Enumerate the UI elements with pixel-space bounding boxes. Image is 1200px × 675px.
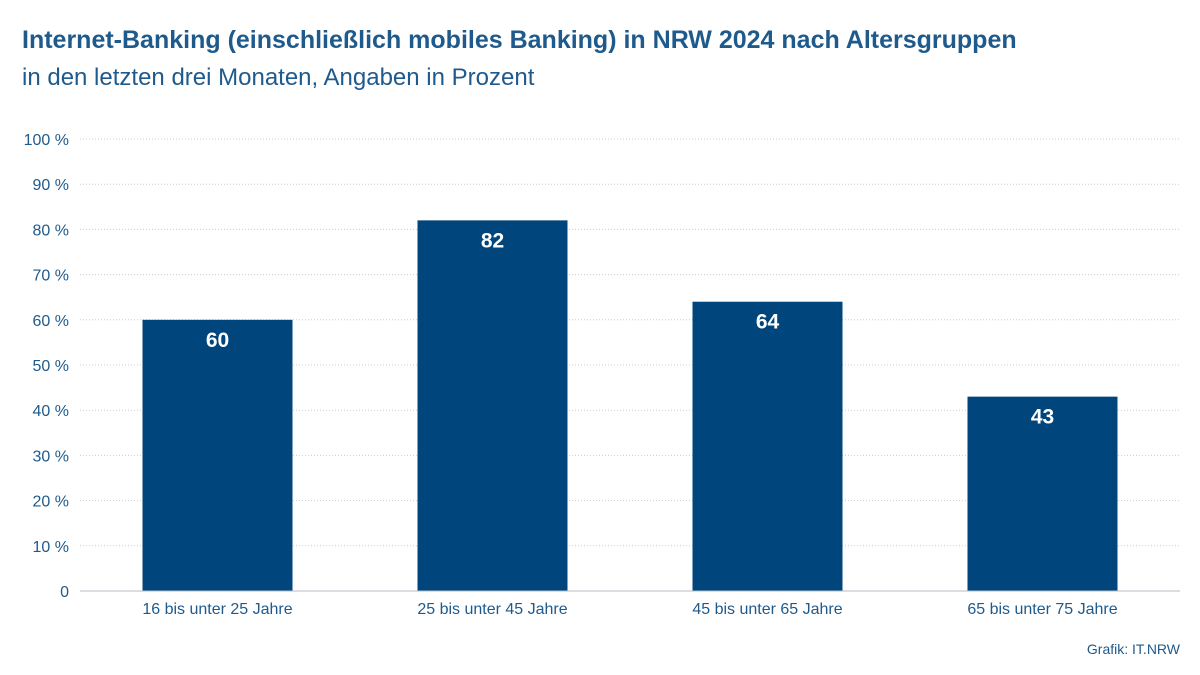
bar	[692, 301, 843, 591]
bar-value-label: 43	[1031, 406, 1054, 429]
bar	[142, 319, 293, 591]
chart-title: Internet-Banking (einschließlich mobiles…	[22, 26, 1017, 54]
source-credit: Grafik: IT.NRW	[1086, 641, 1180, 657]
x-axis-ticks: 16 bis unter 25 Jahre 25 bis unter 45 Jah…	[142, 601, 1117, 618]
y-tick-label: 40 %	[33, 403, 69, 420]
y-tick-label: 20 %	[33, 494, 69, 511]
x-tick-label: 16 bis unter 25 Jahre	[142, 601, 292, 618]
y-tick-label: 50 %	[33, 358, 69, 375]
y-tick-label: 30 %	[33, 448, 69, 465]
bar	[967, 396, 1118, 591]
y-axis-ticks: 0 10 % 20 % 30 % 40 % 50 % 60 % 70 % 80 % 90 % 100…	[24, 132, 69, 601]
chart-subtitle: in den letzten drei Monaten, Angaben in …	[22, 64, 535, 91]
y-tick-label: 0	[60, 584, 69, 601]
y-tick-label: 100 %	[24, 132, 69, 149]
y-tick-label: 60 %	[33, 313, 69, 330]
value-labels: 60 82 64 43	[206, 229, 1054, 428]
bars	[142, 220, 1118, 592]
bar	[417, 220, 568, 592]
bar-value-label: 60	[206, 329, 229, 352]
y-tick-label: 90 %	[33, 177, 69, 194]
bar-value-label: 82	[481, 229, 504, 252]
y-tick-label: 80 %	[33, 222, 69, 239]
y-tick-label: 70 %	[33, 268, 69, 285]
bar-value-label: 64	[756, 311, 780, 334]
y-tick-label: 10 %	[33, 539, 69, 556]
x-tick-label: 45 bis unter 65 Jahre	[692, 601, 842, 618]
x-tick-label: 65 bis unter 75 Jahre	[967, 601, 1117, 618]
x-tick-label: 25 bis unter 45 Jahre	[417, 601, 567, 618]
